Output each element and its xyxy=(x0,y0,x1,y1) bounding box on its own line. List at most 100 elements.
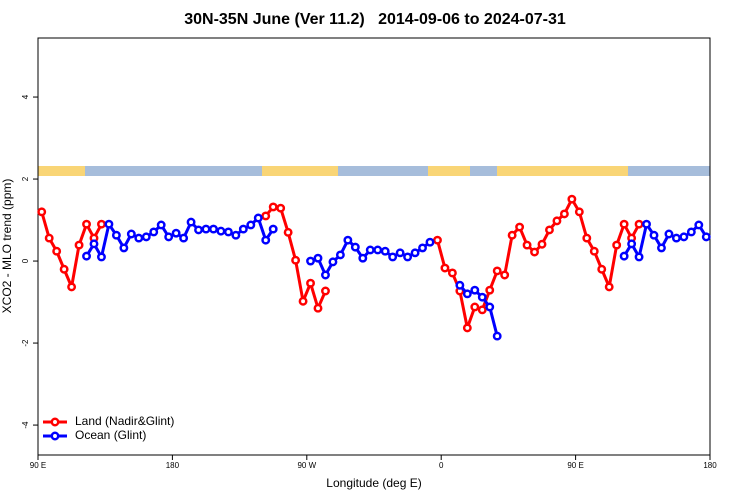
data-point xyxy=(694,220,704,230)
data-point xyxy=(44,233,54,243)
series-line xyxy=(40,197,641,330)
x-tick-label: 0 xyxy=(439,461,444,470)
legend-label: Land (Nadir&Glint) xyxy=(75,414,174,428)
data-point xyxy=(395,248,405,258)
data-point xyxy=(649,230,659,240)
data-point xyxy=(164,232,174,242)
data-point xyxy=(686,227,696,237)
data-point xyxy=(231,230,241,240)
data-point xyxy=(500,270,510,280)
data-point xyxy=(455,280,465,290)
data-point xyxy=(679,232,689,242)
data-point xyxy=(97,219,106,229)
data-point xyxy=(612,240,622,250)
data-point xyxy=(268,202,278,212)
data-point xyxy=(134,233,144,243)
data-point xyxy=(642,219,651,229)
data-point xyxy=(313,303,323,313)
data-point xyxy=(37,207,47,217)
data-point xyxy=(447,268,457,278)
data-point xyxy=(74,240,84,250)
data-point xyxy=(126,229,136,239)
data-point xyxy=(350,242,360,252)
land-strip xyxy=(497,166,628,176)
data-point xyxy=(597,264,607,274)
data-point xyxy=(89,239,99,249)
data-point xyxy=(477,292,487,302)
data-point xyxy=(462,323,472,333)
data-point xyxy=(425,237,435,247)
data-point xyxy=(604,282,614,292)
data-point xyxy=(358,253,368,263)
data-point xyxy=(418,243,427,253)
data-point xyxy=(657,243,666,253)
data-point xyxy=(276,203,286,213)
data-point xyxy=(619,251,629,261)
ocean-strip xyxy=(38,166,710,176)
land-strip xyxy=(428,166,470,176)
data-point xyxy=(619,219,629,229)
x-tick-label: 90 W xyxy=(297,461,316,470)
land-strip xyxy=(262,166,338,176)
data-point xyxy=(179,233,189,243)
data-point xyxy=(433,235,442,245)
data-point xyxy=(328,257,338,267)
data-point xyxy=(111,230,121,240)
data-point xyxy=(261,211,271,221)
data-point xyxy=(701,232,711,242)
x-tick-label: 90 E xyxy=(567,461,583,470)
data-point xyxy=(634,252,644,262)
data-point xyxy=(59,264,69,274)
data-point xyxy=(321,270,330,280)
data-point xyxy=(373,245,383,255)
data-point xyxy=(321,286,330,296)
data-point xyxy=(171,228,181,238)
data-point xyxy=(223,227,233,237)
data-point xyxy=(522,240,532,250)
data-point xyxy=(515,222,525,232)
data-point xyxy=(97,252,106,262)
legend-label: Ocean (Glint) xyxy=(75,428,146,442)
data-point xyxy=(671,233,681,243)
chart-title: 30N-35N June (Ver 11.2) 2014-09-06 to 20… xyxy=(184,11,566,28)
data-point xyxy=(216,226,226,236)
y-tick-label: -4 xyxy=(21,421,30,429)
data-point xyxy=(552,216,562,226)
data-point xyxy=(582,233,592,243)
data-point xyxy=(52,246,62,256)
data-point xyxy=(537,239,547,249)
x-tick-label: 90 E xyxy=(30,461,46,470)
data-point xyxy=(485,285,495,295)
data-point xyxy=(470,302,480,312)
data-point xyxy=(440,263,450,273)
data-point xyxy=(403,252,413,262)
land-ocean-strip xyxy=(38,166,710,176)
data-point xyxy=(246,220,256,230)
data-point xyxy=(283,227,293,237)
y-tick-label: 4 xyxy=(21,94,30,99)
data-point xyxy=(380,246,390,256)
land-strip xyxy=(38,166,85,176)
y-tick-label: 2 xyxy=(21,176,30,181)
y-tick-label: 0 xyxy=(21,258,30,263)
data-point xyxy=(470,285,480,295)
data-point xyxy=(634,219,644,229)
data-point xyxy=(492,266,502,276)
data-point xyxy=(335,250,345,260)
data-point xyxy=(149,227,159,237)
data-point xyxy=(104,219,114,229)
data-point xyxy=(82,219,91,229)
data-point xyxy=(507,230,517,240)
data-point xyxy=(141,232,151,242)
y-tick-label: -2 xyxy=(21,339,30,347)
data-point xyxy=(462,289,472,299)
data-point xyxy=(306,256,315,266)
x-tick-label: 180 xyxy=(703,461,717,470)
data-point xyxy=(664,229,674,239)
data-point xyxy=(194,225,203,235)
data-point xyxy=(485,302,495,312)
data-point xyxy=(559,209,569,219)
data-point xyxy=(186,217,196,227)
